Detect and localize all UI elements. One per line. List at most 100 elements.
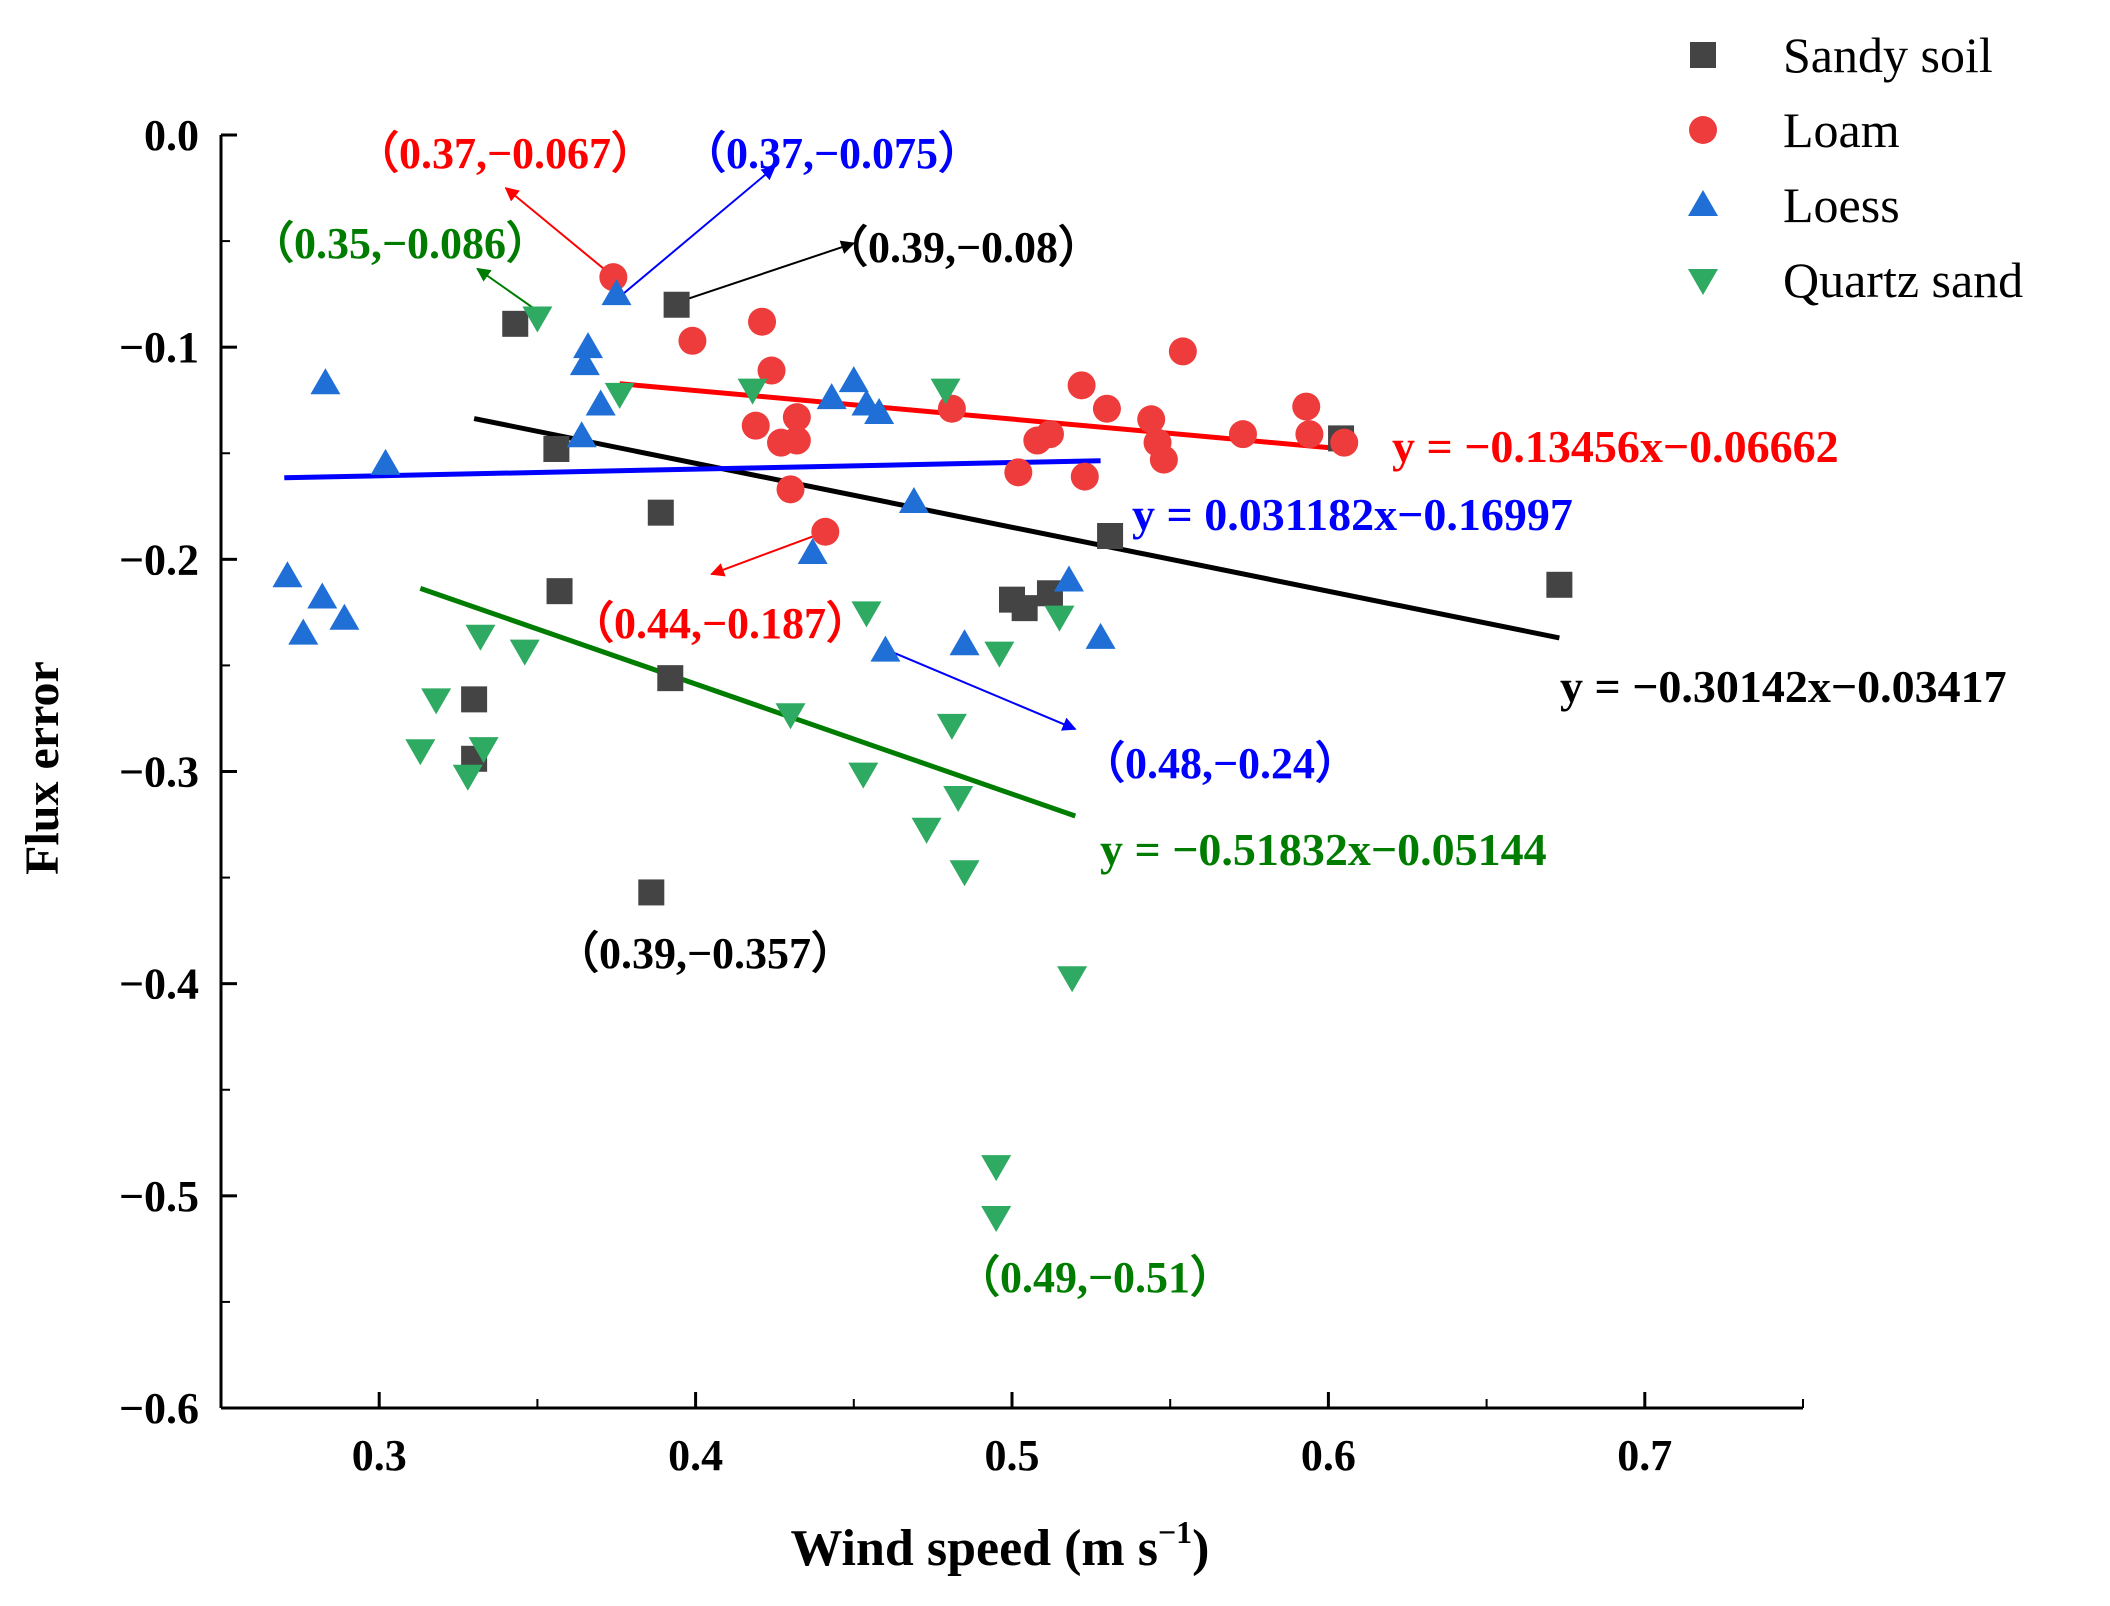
data-point <box>678 326 707 355</box>
data-point <box>452 764 483 791</box>
data-point <box>1168 337 1197 366</box>
data-point <box>468 737 499 764</box>
data-point <box>638 879 665 906</box>
data-point <box>937 394 966 423</box>
legend-marker <box>1688 269 1718 295</box>
data-point <box>329 603 360 630</box>
data-point <box>782 426 811 455</box>
data-point <box>465 624 496 651</box>
data-point <box>776 475 805 504</box>
data-point <box>936 713 967 740</box>
data-point <box>370 448 401 475</box>
x-axis-label: Wind speed (m s−1) <box>790 1514 1209 1577</box>
annotation-label: （0.48,−0.24） <box>1081 739 1359 788</box>
data-point <box>1044 605 1075 632</box>
data-point <box>310 368 341 395</box>
fit-equation: y = −0.13456x−0.06662 <box>1392 421 1839 472</box>
y-tick-label: 0.0 <box>144 111 199 160</box>
data-point <box>1053 565 1084 592</box>
data-point <box>307 582 338 609</box>
data-point <box>898 487 929 514</box>
legend-label: Loess <box>1783 177 1900 233</box>
data-point <box>737 378 768 405</box>
annotation-label: （0.39,−0.08） <box>824 223 1102 272</box>
data-point <box>657 665 684 692</box>
data-point <box>870 635 901 662</box>
chart-labels: Wind speed (m s−1) Flux error <box>16 661 1210 1577</box>
x-tick-label: 0.7 <box>1617 1431 1672 1480</box>
data-point <box>288 618 319 645</box>
data-point <box>509 639 540 666</box>
fit-equation: y = −0.30142x−0.03417 <box>1560 661 2007 712</box>
data-point <box>1292 392 1321 421</box>
data-point <box>566 421 597 448</box>
data-point <box>949 860 980 887</box>
data-point <box>741 411 770 440</box>
data-point <box>585 389 616 416</box>
data-point <box>1057 966 1088 993</box>
data-point <box>816 383 847 410</box>
y-tick-label: −0.5 <box>119 1172 199 1221</box>
legend-label: Sandy soil <box>1783 27 1993 83</box>
legend-marker <box>1689 116 1717 144</box>
data-point <box>748 307 777 336</box>
data-point <box>943 785 974 812</box>
annotation-label: （0.49,−0.51） <box>956 1253 1234 1302</box>
x-tick-label: 0.4 <box>668 1431 723 1480</box>
annotation-label: （0.44,−0.187） <box>570 599 870 648</box>
y-tick-label: −0.2 <box>119 535 199 584</box>
data-point <box>573 332 604 359</box>
data-point <box>949 629 980 656</box>
data-point <box>864 397 895 424</box>
data-point <box>797 537 828 564</box>
legend-label: Quartz sand <box>1783 252 2023 308</box>
fit-lines: y = −0.30142x−0.03417 y = −0.13456x−0.066… <box>284 381 2007 875</box>
data-point <box>930 378 961 405</box>
data-point <box>981 1155 1012 1182</box>
annotation-label: （0.39,−0.357） <box>555 929 855 978</box>
plot-axes: 0.3 0.4 0.5 0.6 0.7 0.0 −0.1 −0.2 −0.3 −0.4 −0.5 −0… <box>119 111 1804 1480</box>
data-point <box>1035 420 1064 449</box>
fit-line <box>473 416 1560 641</box>
fit-equation: y = 0.031182x−0.16997 <box>1132 489 1573 540</box>
data-points <box>272 263 1573 1233</box>
y-tick-label: −0.1 <box>119 323 199 372</box>
data-point <box>599 263 628 292</box>
fit-equation: y = −0.51832x−0.05144 <box>1100 824 1547 875</box>
legend-marker <box>1688 190 1718 216</box>
data-point <box>1004 458 1033 487</box>
data-point <box>647 499 674 526</box>
annotation-arrow <box>888 649 1077 731</box>
data-point <box>272 561 303 588</box>
fit-line <box>284 458 1101 481</box>
data-point <box>546 578 573 605</box>
data-point <box>757 356 786 385</box>
annotation-arrows: （0.37,−0.067） （0.37,−0.075） （0.39,−0.08） （0… <box>250 129 1359 1302</box>
annotation-label: （0.35,−0.086） <box>250 219 550 268</box>
y-tick-label: −0.3 <box>119 748 199 797</box>
data-point <box>1092 394 1121 423</box>
fit-line <box>619 381 1329 451</box>
data-point <box>782 403 811 432</box>
data-point <box>1011 595 1038 622</box>
data-point <box>984 641 1015 668</box>
data-point <box>663 291 690 318</box>
x-tick-label: 0.6 <box>1301 1431 1356 1480</box>
data-point <box>1067 371 1096 400</box>
data-point <box>601 279 632 306</box>
annotation-arrow <box>504 187 618 281</box>
data-point <box>502 310 529 337</box>
y-axis-label: Flux error <box>16 661 69 875</box>
data-point <box>811 517 840 546</box>
annotation-arrow <box>622 165 776 295</box>
data-point <box>543 436 570 463</box>
data-point <box>911 817 942 844</box>
annotation-arrow <box>676 240 856 304</box>
data-point <box>1137 405 1166 434</box>
annotation-arrow <box>710 530 826 577</box>
data-point <box>569 349 600 376</box>
fit-line <box>419 585 1077 819</box>
data-point <box>1228 420 1257 449</box>
annotation-label: （0.37,−0.067） <box>355 129 655 178</box>
